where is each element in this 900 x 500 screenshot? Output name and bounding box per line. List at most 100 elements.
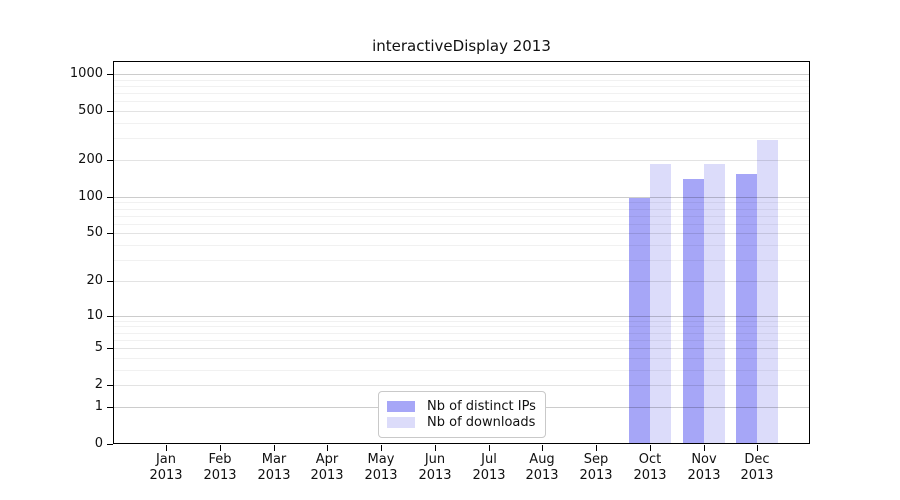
bar-distinct-ips xyxy=(682,179,704,443)
gridline-minor xyxy=(114,93,809,94)
y-tick-mark xyxy=(107,281,113,282)
x-tick-mark xyxy=(596,445,597,451)
x-tick-label: Aug 2013 xyxy=(507,452,577,484)
legend-swatch-distinct-ips xyxy=(387,401,415,412)
gridline-major xyxy=(114,348,809,349)
gridline-major xyxy=(114,111,809,112)
grid-layer xyxy=(114,62,809,443)
x-tick-month: Feb xyxy=(208,452,232,467)
y-tick-mark xyxy=(107,316,113,317)
x-tick-year: 2013 xyxy=(364,468,398,483)
x-tick-year: 2013 xyxy=(310,468,344,483)
x-tick-label: Nov 2013 xyxy=(669,452,739,484)
x-tick-month: Oct xyxy=(638,452,662,467)
gridline-minor xyxy=(114,326,809,327)
x-tick-month: Apr xyxy=(315,452,339,467)
x-tick-mark xyxy=(274,445,275,451)
legend-item-distinct-ips: Nb of distinct IPs xyxy=(387,399,536,414)
gridline-major xyxy=(114,233,809,234)
x-tick-label: May 2013 xyxy=(346,452,416,484)
gridline-minor xyxy=(114,358,809,359)
y-tick-label: 1 xyxy=(94,399,103,414)
x-tick-label: Dec 2013 xyxy=(722,452,792,484)
gridline-minor xyxy=(114,209,809,210)
gridline-minor xyxy=(114,333,809,334)
gridline-major xyxy=(114,385,809,386)
x-tick-month: Sep xyxy=(583,452,609,467)
y-tick-label: 0 xyxy=(94,436,103,451)
gridline-minor xyxy=(114,138,809,139)
legend-label-downloads: Nb of downloads xyxy=(427,415,536,430)
x-tick-month: Jan xyxy=(155,452,177,467)
y-tick-label: 10 xyxy=(86,308,103,323)
gridline-minor xyxy=(114,321,809,322)
gridline-minor xyxy=(114,86,809,87)
legend-item-downloads: Nb of downloads xyxy=(387,415,535,430)
gridline-minor xyxy=(114,370,809,371)
x-tick-year: 2013 xyxy=(149,468,183,483)
x-tick-mark xyxy=(435,445,436,451)
y-tick-label: 20 xyxy=(86,273,103,288)
x-tick-mark xyxy=(542,445,543,451)
y-tick-label: 2 xyxy=(94,377,103,392)
gridline-minor xyxy=(114,80,809,81)
bar-distinct-ips xyxy=(628,198,650,443)
x-tick-month: Aug xyxy=(529,452,555,467)
x-tick-mark xyxy=(704,445,705,451)
legend: Nb of distinct IPs Nb of downloads xyxy=(378,391,546,438)
gridline-minor xyxy=(114,216,809,217)
x-tick-month: May xyxy=(367,452,395,467)
y-tick-mark xyxy=(107,348,113,349)
gridline-minor xyxy=(114,340,809,341)
gridline-major xyxy=(114,281,809,282)
y-tick-mark xyxy=(107,197,113,198)
bar-downloads xyxy=(703,164,725,443)
x-tick-label: Mar 2013 xyxy=(239,452,309,484)
legend-label-distinct-ips: Nb of distinct IPs xyxy=(427,399,536,414)
y-tick-label: 200 xyxy=(78,152,103,167)
y-tick-label: 50 xyxy=(86,225,103,240)
x-tick-year: 2013 xyxy=(633,468,667,483)
x-tick-mark xyxy=(381,445,382,451)
x-tick-year: 2013 xyxy=(525,468,559,483)
gridline-major xyxy=(114,74,809,75)
x-tick-year: 2013 xyxy=(687,468,721,483)
x-tick-mark xyxy=(327,445,328,451)
x-tick-label: Jun 2013 xyxy=(400,452,470,484)
x-tick-label: Jan 2013 xyxy=(131,452,201,484)
gridline-minor xyxy=(114,245,809,246)
x-tick-month: Nov xyxy=(691,452,717,467)
y-tick-mark xyxy=(107,233,113,234)
gridline-minor xyxy=(114,260,809,261)
x-tick-year: 2013 xyxy=(472,468,506,483)
y-tick-label: 100 xyxy=(78,189,103,204)
y-tick-mark xyxy=(107,385,113,386)
x-tick-mark xyxy=(489,445,490,451)
x-tick-mark xyxy=(220,445,221,451)
y-tick-mark xyxy=(107,444,113,445)
y-tick-label: 500 xyxy=(78,103,103,118)
legend-swatch-downloads xyxy=(387,417,415,428)
gridline-minor xyxy=(114,123,809,124)
y-tick-mark xyxy=(107,74,113,75)
x-tick-month: Mar xyxy=(261,452,287,467)
bar-distinct-ips xyxy=(736,174,758,443)
x-tick-month: Dec xyxy=(744,452,770,467)
x-tick-mark xyxy=(650,445,651,451)
gridline-major xyxy=(114,197,809,198)
x-tick-month: Jul xyxy=(481,452,497,467)
x-tick-year: 2013 xyxy=(203,468,237,483)
x-tick-label: Sep 2013 xyxy=(561,452,631,484)
x-tick-year: 2013 xyxy=(418,468,452,483)
gridline-major xyxy=(114,160,809,161)
plot-area xyxy=(113,61,810,444)
x-tick-month: Jun xyxy=(424,452,446,467)
y-tick-mark xyxy=(107,407,113,408)
x-tick-label: Jul 2013 xyxy=(454,452,524,484)
y-tick-mark xyxy=(107,111,113,112)
x-tick-year: 2013 xyxy=(740,468,774,483)
x-tick-label: Feb 2013 xyxy=(185,452,255,484)
gridline-minor xyxy=(114,101,809,102)
